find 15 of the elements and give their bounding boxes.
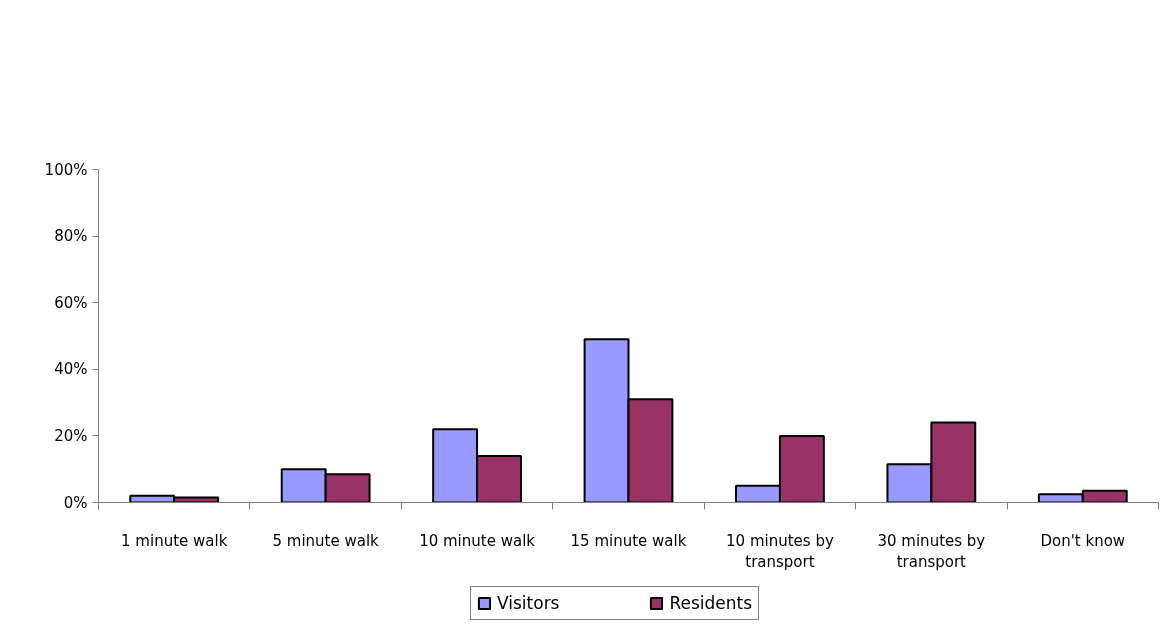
y-tick-label: 40%	[54, 360, 88, 379]
x-tick-label: 10 minutes by transport	[726, 531, 834, 572]
y-tick-label: 80%	[54, 227, 88, 246]
x-tick-label: 1 minute walk	[121, 531, 228, 550]
legend-label: Residents	[669, 593, 753, 613]
y-tick-label: 0%	[63, 493, 88, 512]
x-tick-label: 15 minute walk	[570, 531, 687, 550]
x-tick-label: Don't know	[1040, 531, 1126, 550]
legend-label: Visitors	[497, 593, 560, 613]
y-tick-label: 60%	[54, 293, 88, 312]
y-tick-label: 100%	[44, 160, 88, 179]
x-tick-label: 10 minute walk	[419, 531, 536, 550]
x-tick-label: 30 minutes by transport	[877, 531, 986, 572]
x-tick-label: 5 minute walk	[272, 531, 380, 550]
y-tick-label: 20%	[54, 426, 88, 445]
